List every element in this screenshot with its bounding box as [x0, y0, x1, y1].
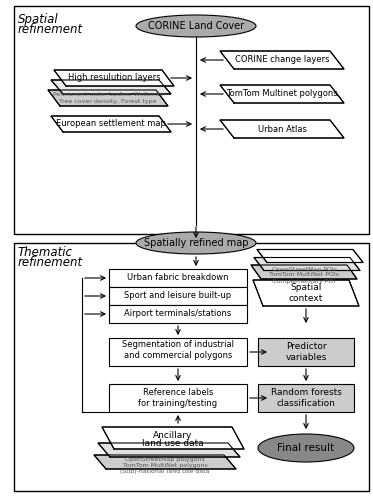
Polygon shape: [251, 265, 357, 279]
Polygon shape: [48, 90, 168, 106]
Polygon shape: [253, 280, 359, 306]
Text: Sport and leisure built-up: Sport and leisure built-up: [125, 292, 232, 300]
Polygon shape: [51, 116, 171, 132]
Polygon shape: [254, 258, 360, 270]
Bar: [109, 269, 247, 287]
Text: Airport terminals/stations: Airport terminals/stations: [124, 310, 232, 318]
Bar: [109, 305, 247, 323]
Polygon shape: [220, 85, 344, 103]
Polygon shape: [94, 455, 236, 469]
Bar: [109, 338, 247, 366]
Text: Spatial: Spatial: [18, 13, 59, 26]
Bar: [258, 338, 354, 366]
Text: Spatial
context: Spatial context: [289, 284, 323, 302]
Bar: [13, 6, 369, 234]
Text: TomTom Multinet polygons: TomTom Multinet polygons: [226, 90, 338, 98]
Text: CORINE change layers: CORINE change layers: [235, 56, 329, 64]
Text: OpenStreetMap polygons: OpenStreetMap polygons: [125, 456, 205, 462]
Text: Final result: Final result: [278, 443, 335, 453]
Text: Predictor
variables: Predictor variables: [285, 342, 327, 361]
Text: Segmentation of industrial
and commercial polygons: Segmentation of industrial and commercia…: [122, 340, 234, 359]
Bar: [258, 384, 354, 412]
Bar: [13, 243, 369, 491]
Polygon shape: [257, 250, 363, 262]
Polygon shape: [51, 80, 171, 94]
Bar: [109, 287, 247, 305]
Ellipse shape: [136, 15, 256, 37]
Ellipse shape: [136, 232, 256, 254]
Text: refinement: refinement: [18, 23, 83, 36]
Polygon shape: [102, 427, 244, 449]
Text: Tree cover density, Forest type: Tree cover density, Forest type: [59, 98, 157, 103]
Polygon shape: [98, 443, 240, 457]
Bar: [109, 384, 247, 412]
Text: land use data: land use data: [142, 438, 204, 448]
Text: Spatially refined map: Spatially refined map: [144, 238, 248, 248]
Text: Ancillary: Ancillary: [153, 430, 193, 440]
Text: CORINE Land Cover: CORINE Land Cover: [148, 21, 244, 31]
Text: Urban fabric breakdown: Urban fabric breakdown: [127, 274, 229, 282]
Text: refinement: refinement: [18, 256, 83, 269]
Polygon shape: [220, 120, 344, 138]
Polygon shape: [54, 70, 174, 86]
Text: European settlement map: European settlement map: [56, 120, 166, 128]
Text: Urban Atlas: Urban Atlas: [258, 124, 307, 134]
Text: High resulution layers: High resulution layers: [68, 74, 160, 82]
Ellipse shape: [258, 434, 354, 462]
Text: Random forests
classification: Random forests classification: [270, 388, 341, 407]
Text: TomTom MultiNet POIs: TomTom MultiNet POIs: [269, 272, 339, 278]
Text: TomTom MultiNet polygons: TomTom MultiNet polygons: [123, 462, 207, 468]
Text: (Sub)-national land use data: (Sub)-national land use data: [120, 468, 210, 473]
Text: Complementary POI: Complementary POI: [272, 278, 336, 283]
Text: Permanent water bodies, Wetlands: Permanent water bodies, Wetlands: [53, 92, 163, 96]
Text: OpenStreetMap POIs: OpenStreetMap POIs: [272, 266, 336, 272]
Text: Thematic: Thematic: [18, 246, 73, 259]
Polygon shape: [220, 51, 344, 69]
Text: Reference labels
for training/testing: Reference labels for training/testing: [138, 388, 217, 407]
